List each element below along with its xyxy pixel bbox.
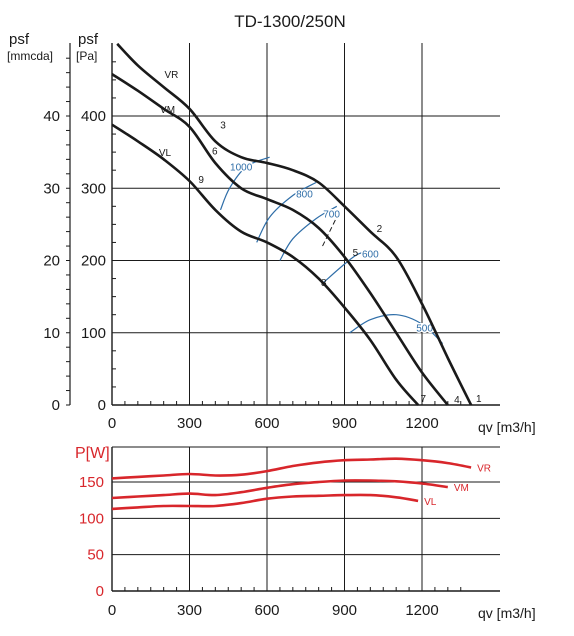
x-tick-label: 600 bbox=[254, 602, 279, 619]
x-tick-label: 300 bbox=[177, 602, 202, 619]
efficiency-label: 1000 bbox=[230, 163, 253, 174]
curve-annotation: VL bbox=[159, 148, 172, 159]
efficiency-label: 700 bbox=[323, 210, 340, 221]
y-axis-title-mmcda: psf bbox=[9, 31, 30, 48]
x-tick-label: 900 bbox=[332, 602, 357, 619]
performance-curve bbox=[111, 123, 420, 406]
power-curve-label: VR bbox=[477, 463, 491, 474]
y-tick-label-mmcda: 20 bbox=[43, 253, 60, 270]
power-curve bbox=[111, 479, 448, 500]
performance-curve bbox=[116, 42, 473, 406]
x-tick-label: 0 bbox=[108, 602, 116, 619]
x-axis-title: qv [m3/h] bbox=[478, 419, 536, 435]
y-tick-label: 100 bbox=[79, 510, 104, 527]
x-tick-label: 600 bbox=[254, 415, 279, 432]
y-tick-label-mmcda: 0 bbox=[52, 397, 60, 414]
x-tick-label: 900 bbox=[332, 415, 357, 432]
curve-annotation: 3 bbox=[220, 121, 226, 132]
curve-annotation: 8 bbox=[321, 278, 327, 289]
dashed-reference-line bbox=[322, 216, 338, 247]
y-tick-label-pa: 200 bbox=[81, 253, 106, 270]
efficiency-label: 600 bbox=[362, 249, 379, 260]
power-curve bbox=[111, 493, 419, 511]
curve-annotation: 2 bbox=[377, 224, 383, 235]
y-axis-unit-pa: [Pa] bbox=[76, 49, 97, 63]
curve-annotation: 5 bbox=[353, 248, 359, 259]
power-chart: 0 300 600 900 1200 0 50 100 150 P[W] qv [m3/h] VR VM… bbox=[75, 445, 536, 621]
y-tick-label: 150 bbox=[79, 474, 104, 491]
y-tick-label-mmcda: 30 bbox=[43, 180, 60, 197]
y-tick-label-mmcda: 10 bbox=[43, 325, 60, 342]
curve-annotation: VM bbox=[160, 105, 175, 116]
x-axis-title: qv [m3/h] bbox=[478, 605, 536, 621]
y-tick-label-pa: 100 bbox=[81, 325, 106, 342]
power-curve-label: VL bbox=[424, 497, 437, 508]
power-curve bbox=[111, 457, 472, 480]
y-tick-label-pa: 0 bbox=[98, 397, 106, 414]
efficiency-label: 500 bbox=[416, 324, 433, 335]
performance-curve bbox=[111, 73, 449, 406]
y-tick-label-mmcda: 40 bbox=[43, 108, 60, 125]
chart-title: TD-1300/250N bbox=[234, 12, 346, 31]
y-tick-label: 0 bbox=[96, 583, 104, 600]
y-axis-title-pa: psf bbox=[78, 31, 99, 48]
x-tick-label: 300 bbox=[177, 415, 202, 432]
y-tick-label-pa: 400 bbox=[81, 108, 106, 125]
y-tick-label-pa: 300 bbox=[81, 180, 106, 197]
curve-annotation: VR bbox=[164, 70, 178, 81]
curve-annotation: 6 bbox=[212, 147, 218, 158]
efficiency-label: 800 bbox=[296, 189, 313, 200]
x-tick-label: 1200 bbox=[405, 602, 438, 619]
pressure-chart: 0 300 600 900 12000100200300400010203040psf[… bbox=[7, 31, 536, 435]
power-curve-label: VM bbox=[454, 483, 469, 494]
x-tick-label: 0 bbox=[108, 415, 116, 432]
curve-annotation: 9 bbox=[198, 175, 204, 186]
efficiency-curve bbox=[323, 251, 379, 283]
curve-annotation: 1 bbox=[476, 394, 482, 405]
y-axis-unit-mmcda: [mmcda] bbox=[7, 49, 53, 63]
y-axis-title: P[W] bbox=[75, 445, 110, 462]
curve-annotation: 7 bbox=[421, 394, 427, 405]
x-tick-label: 1200 bbox=[405, 415, 438, 432]
curve-annotation: 4 bbox=[454, 395, 460, 406]
efficiency-curve bbox=[349, 313, 444, 345]
y-tick-label: 50 bbox=[87, 547, 104, 564]
